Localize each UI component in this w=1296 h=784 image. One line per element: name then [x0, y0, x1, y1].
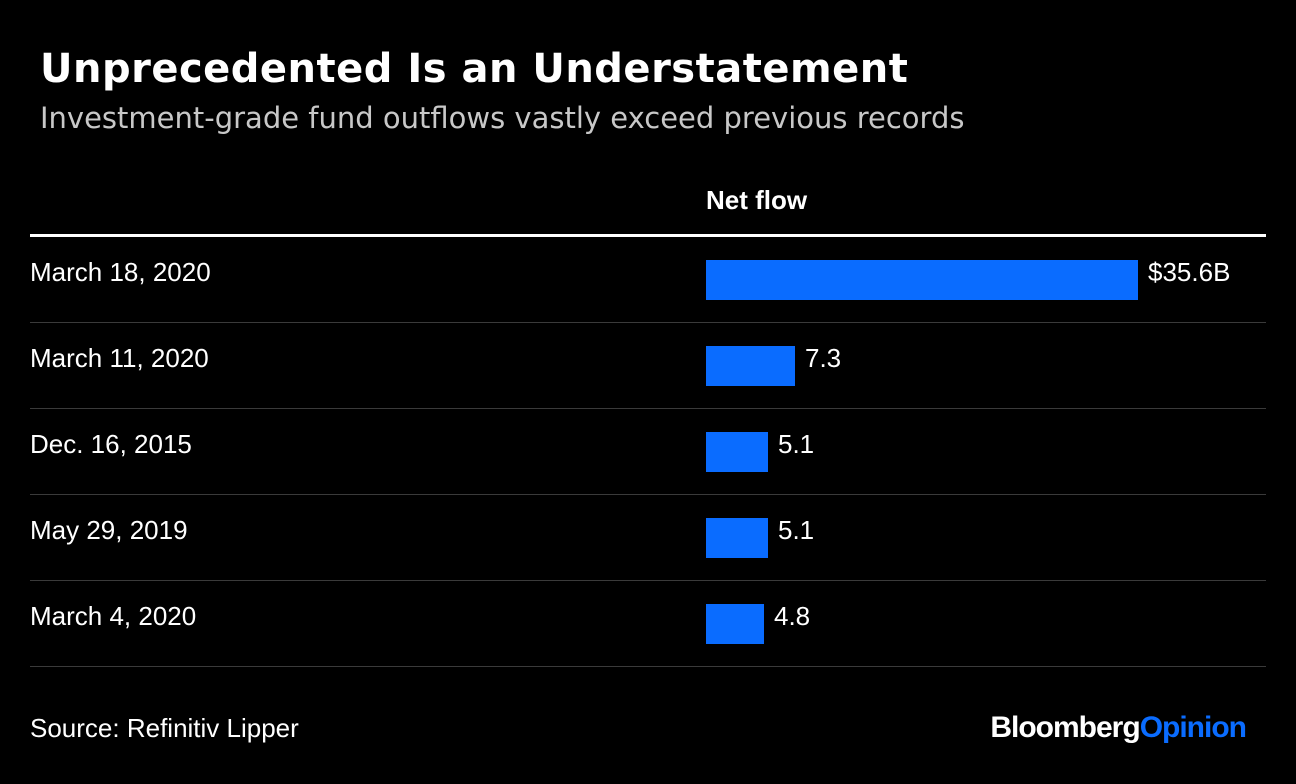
data-label: $35.6B — [1148, 257, 1231, 287]
data-label: 5.1 — [778, 515, 815, 545]
category-label: May 29, 2019 — [30, 515, 188, 545]
brand-logo-part2: Opinion — [1139, 711, 1247, 744]
bar — [706, 604, 764, 644]
bar — [706, 518, 768, 558]
category-label: Dec. 16, 2015 — [30, 429, 192, 459]
source-note: Source: Refinitiv Lipper — [30, 713, 299, 743]
chart-subtitle: Investment-grade fund outflows vastly ex… — [40, 101, 965, 135]
brand-logo: BloombergOpinion — [990, 710, 1247, 746]
column-header: Net flow — [706, 185, 808, 215]
table-row: March 4, 2020 4.8 — [30, 581, 1266, 667]
table-row: March 18, 2020 $35.6B — [30, 237, 1266, 323]
data-label: 4.8 — [774, 601, 811, 631]
data-label: 5.1 — [778, 429, 815, 459]
category-label: March 11, 2020 — [30, 343, 209, 373]
category-label: March 4, 2020 — [30, 601, 197, 631]
bar — [706, 346, 795, 386]
brand-logo-part1: Bloomberg — [990, 711, 1140, 744]
table-row: May 29, 2019 5.1 — [30, 495, 1266, 581]
chart-title: Unprecedented Is an Understatement — [40, 46, 909, 92]
category-label: March 18, 2020 — [30, 257, 211, 287]
data-label: 7.3 — [805, 343, 842, 373]
bar-rows: March 18, 2020 $35.6B March 11, 2020 7.3 Dec… — [30, 237, 1266, 667]
table-row: Dec. 16, 2015 5.1 — [30, 409, 1266, 495]
bar — [706, 432, 768, 472]
header-divider — [30, 234, 1266, 237]
bar — [706, 260, 1138, 300]
table-row: March 11, 2020 7.3 — [30, 323, 1266, 409]
